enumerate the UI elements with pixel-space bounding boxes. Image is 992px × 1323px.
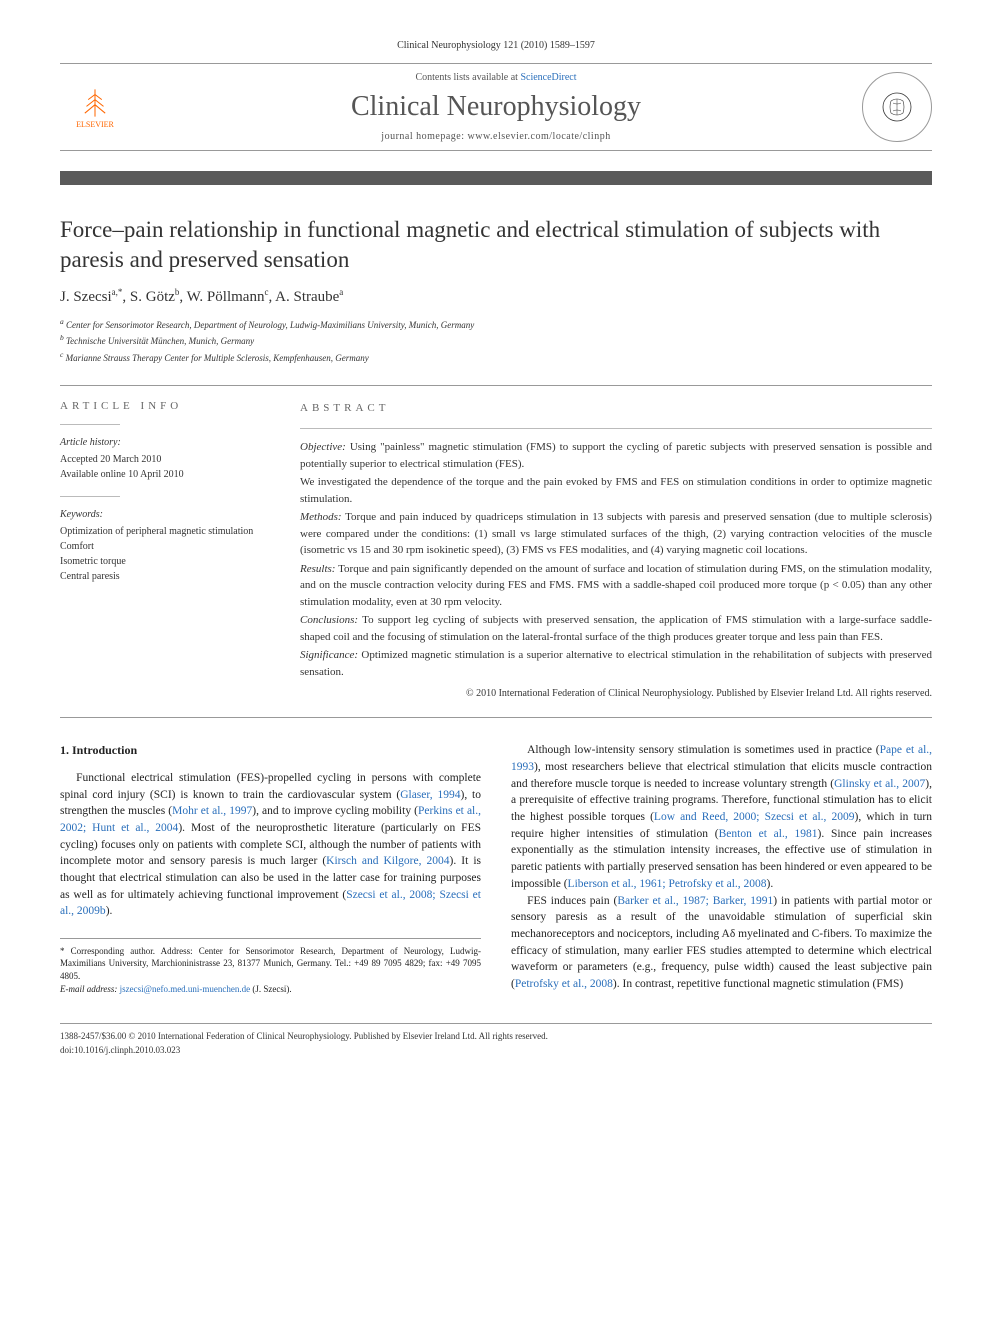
author-2-aff: b — [175, 287, 180, 297]
intro-p2: Although low-intensity sensory stimulati… — [511, 742, 932, 892]
author-3-aff: c — [264, 287, 268, 297]
page-container: Clinical Neurophysiology 121 (2010) 1589… — [0, 0, 992, 1097]
affiliation-a: a Center for Sensorimotor Research, Depa… — [60, 316, 932, 332]
corr-text: * Corresponding author. Address: Center … — [60, 945, 481, 983]
meta-abstract-row: article info Article history: Accepted 2… — [60, 400, 932, 704]
footer-doi: doi:10.1016/j.clinph.2010.03.023 — [60, 1044, 932, 1058]
brain-icon — [877, 87, 917, 127]
article-title: Force–pain relationship in functional ma… — [60, 215, 932, 275]
keywords-rule — [60, 496, 120, 497]
abstract-heading: abstract — [300, 400, 932, 417]
ref-mohr-1997[interactable]: Mohr et al., 1997 — [172, 805, 252, 817]
ref-liberson-petrofsky[interactable]: Liberson et al., 1961; Petrofsky et al.,… — [568, 878, 767, 890]
ref-barker[interactable]: Barker et al., 1987; Barker, 1991 — [617, 895, 773, 907]
contents-prefix: Contents lists available at — [415, 72, 520, 83]
intro-p3: FES induces pain (Barker et al., 1987; B… — [511, 893, 932, 993]
author-1-aff: a,* — [112, 287, 123, 297]
affiliations: a Center for Sensorimotor Research, Depa… — [60, 316, 932, 365]
author-3: W. Pöllmann — [187, 289, 265, 305]
keywords-label: Keywords: — [60, 507, 260, 522]
journal-header: ELSEVIER Contents lists available at Sci… — [60, 63, 932, 151]
contents-line: Contents lists available at ScienceDirec… — [148, 72, 844, 83]
sciencedirect-link[interactable]: ScienceDirect — [520, 72, 576, 83]
keyword-4: Central paresis — [60, 569, 260, 584]
article-info-heading: article info — [60, 400, 260, 412]
section-1-heading: 1. Introduction — [60, 742, 481, 759]
ref-petrofsky-2008[interactable]: Petrofsky et al., 2008 — [515, 978, 613, 990]
ref-glaser-1994[interactable]: Glaser, 1994 — [400, 789, 460, 801]
author-1: J. Szecsi — [60, 289, 112, 305]
article-info-rule — [60, 424, 120, 425]
corr-email-link[interactable]: jszecsi@nefo.med.uni-muenchen.de — [120, 984, 251, 994]
header-center: Contents lists available at ScienceDirec… — [148, 72, 844, 142]
keyword-1: Optimization of peripheral magnetic stim… — [60, 524, 260, 539]
footer-issn: 1388-2457/$36.00 © 2010 International Fe… — [60, 1030, 932, 1044]
abstract-column: abstract Objective: Using "painless" mag… — [300, 400, 932, 704]
journal-cover-icon — [862, 72, 932, 142]
abstract-significance: Significance: Optimized magnetic stimula… — [300, 647, 932, 680]
running-header: Clinical Neurophysiology 121 (2010) 1589… — [60, 40, 932, 51]
online-date: Available online 10 April 2010 — [60, 467, 260, 482]
abstract-rule — [300, 428, 932, 429]
accepted-date: Accepted 20 March 2010 — [60, 452, 260, 467]
elsevier-logo: ELSEVIER — [60, 72, 130, 142]
abstract-results: Results: Torque and pain significantly d… — [300, 561, 932, 611]
affiliation-b: b Technische Universität München, Munich… — [60, 332, 932, 348]
keyword-2: Comfort — [60, 539, 260, 554]
abstract-objective: Objective: Using "painless" magnetic sti… — [300, 439, 932, 472]
elsevier-tree-icon — [78, 86, 112, 120]
article-info-column: article info Article history: Accepted 2… — [60, 400, 260, 704]
abstract-conclusions: Conclusions: To support leg cycling of s… — [300, 612, 932, 645]
elsevier-text: ELSEVIER — [76, 120, 114, 129]
homepage-line: journal homepage: www.elsevier.com/locat… — [148, 131, 844, 142]
history-label: Article history: — [60, 435, 260, 450]
ref-glinsky-2007[interactable]: Glinsky et al., 2007 — [834, 778, 925, 790]
ref-low-szecsi[interactable]: Low and Reed, 2000; Szecsi et al., 2009 — [654, 811, 855, 823]
intro-p1: Functional electrical stimulation (FES)-… — [60, 770, 481, 920]
journal-name: Clinical Neurophysiology — [148, 91, 844, 123]
affiliation-c: c Marianne Strauss Therapy Center for Mu… — [60, 349, 932, 365]
corresponding-author-footnote: * Corresponding author. Address: Center … — [60, 938, 481, 995]
abstract-objective2: We investigated the dependence of the to… — [300, 474, 932, 507]
ref-kirsch-2004[interactable]: Kirsch and Kilgore, 2004 — [326, 855, 449, 867]
corr-email-line: E-mail address: jszecsi@nefo.med.uni-mue… — [60, 983, 481, 996]
homepage-prefix: journal homepage: — [381, 131, 467, 142]
ref-benton-1981[interactable]: Benton et al., 1981 — [719, 828, 818, 840]
divider-bar — [60, 171, 932, 185]
homepage-url[interactable]: www.elsevier.com/locate/clinph — [468, 131, 611, 142]
page-footer: 1388-2457/$36.00 © 2010 International Fe… — [60, 1023, 932, 1057]
keywords-block: Keywords: Optimization of peripheral mag… — [60, 507, 260, 584]
abstract-methods: Methods: Torque and pain induced by quad… — [300, 509, 932, 559]
body-columns: 1. Introduction Functional electrical st… — [60, 742, 932, 995]
rule-above-meta — [60, 385, 932, 386]
keyword-3: Isometric torque — [60, 554, 260, 569]
authors-line: J. Szecsia,*, S. Götzb, W. Pöllmannc, A.… — [60, 287, 932, 306]
abstract-copyright: © 2010 International Federation of Clini… — [300, 686, 932, 701]
rule-below-abstract — [60, 717, 932, 718]
author-4: A. Straube — [275, 289, 339, 305]
author-2: S. Götz — [130, 289, 175, 305]
article-history: Article history: Accepted 20 March 2010 … — [60, 435, 260, 482]
author-4-aff: a — [339, 287, 343, 297]
